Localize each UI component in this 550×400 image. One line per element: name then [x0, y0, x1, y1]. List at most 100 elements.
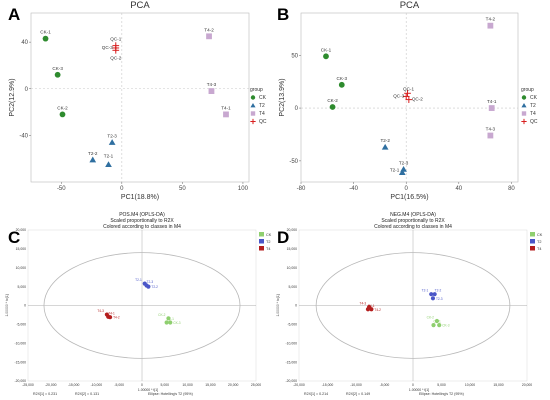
y-axis-label: PC2(12.9%)	[9, 78, 16, 116]
x-tick-label: 20,000	[522, 383, 532, 387]
point-t2	[432, 292, 437, 297]
point-t2	[429, 292, 434, 297]
point-label: T4-2	[374, 308, 381, 312]
x-tick-label: 0	[412, 383, 414, 387]
point-ck	[437, 323, 442, 328]
hotelling-ellipse	[315, 252, 511, 359]
y-tick-label: -10,000	[286, 341, 298, 345]
point-t4	[369, 307, 374, 312]
point-t2	[105, 161, 112, 167]
point-label: CK-3	[337, 76, 348, 81]
legend-entry: CK	[266, 233, 272, 237]
x-tick-label: 50	[179, 186, 186, 192]
footer-r2x2: R2X[2] = 0.149	[346, 392, 370, 396]
legend: CK T2 T4	[530, 232, 543, 251]
point-label: T2-1	[104, 154, 114, 159]
chart-title: NEG.M4 (OPLS-DA)	[390, 212, 436, 218]
legend-swatch	[259, 246, 264, 251]
y-tick-label: 20,000	[287, 228, 297, 232]
point-label: T2-2	[380, 138, 390, 143]
x-axis-label: 1.00000 * t[1]	[409, 388, 429, 392]
legend-entry: T2	[530, 103, 536, 109]
point-label: T4-3	[207, 82, 217, 87]
panel-letter: B	[277, 5, 289, 24]
y-tick-label: 0	[25, 87, 29, 93]
legend-swatch	[530, 239, 535, 244]
hotelling-ellipse	[43, 252, 241, 359]
point-label: CK-2	[327, 98, 338, 103]
point-qc	[405, 96, 413, 103]
point-ck	[434, 318, 440, 324]
point-t4	[208, 88, 215, 94]
footer-r2x1: R2X[1] = 0.231	[33, 392, 57, 396]
panel-b: B PCA -80 -40 0 40 80 -50 0 50 PC1(16.5%) PC2(13.9%…	[277, 0, 538, 201]
y-tick-label: 50	[291, 53, 298, 59]
point-label: CK-2	[427, 315, 434, 319]
point-label: T2-3	[147, 280, 154, 284]
point-label: T4-3	[486, 127, 496, 132]
point-ck	[250, 95, 256, 100]
point-label: T2-1	[390, 167, 400, 172]
x-axis-label: 1.00000 * t[1]	[138, 388, 158, 392]
chart-title: Scaled proportionally to R2X	[381, 218, 445, 224]
x-tick-label: 10,000	[182, 383, 192, 387]
footer-ellipse: Ellipse: Hotelling's T2 (95%)	[148, 392, 193, 396]
point-label: QC-3	[393, 93, 404, 98]
x-tick-label: -15,000	[68, 383, 80, 387]
legend-entry: T2	[537, 240, 541, 244]
x-tick-label: 0	[141, 383, 143, 387]
y-tick-label: 20,000	[16, 228, 26, 232]
point-ck	[59, 111, 66, 118]
x-tick-label: -10,000	[350, 383, 362, 387]
panel-letter: A	[8, 5, 20, 24]
footer-r2x1: R2X[1] = 0.214	[304, 392, 328, 396]
footer-r2x2: R2X[2] = 0.131	[75, 392, 99, 396]
point-label: T4-3	[97, 309, 104, 313]
point-label: T2-1	[135, 278, 142, 282]
chart-title: POS.M4 (OPLS-DA)	[119, 212, 165, 218]
point-t4	[223, 111, 229, 118]
point-t2	[398, 169, 406, 175]
point-label: T4-1	[368, 304, 375, 308]
x-tick-label: 80	[508, 186, 515, 192]
point-t4	[488, 105, 495, 111]
point-label: T2-3	[436, 297, 443, 301]
point-label: QC-1	[403, 86, 414, 91]
x-tick-label: -15,000	[322, 383, 334, 387]
x-tick-label: 5,000	[161, 383, 170, 387]
point-ck	[164, 320, 169, 325]
point-ck	[42, 35, 49, 42]
y-tick-label: -20,000	[286, 379, 298, 383]
x-tick-label: 15,000	[493, 383, 503, 387]
point-t4	[107, 315, 113, 320]
y-tick-label: 15,000	[287, 247, 297, 251]
chart-title: Colored according to classes in M4	[374, 224, 452, 230]
x-tick-label: -5,000	[114, 383, 124, 387]
x-tick-label: 20,000	[228, 383, 238, 387]
legend: group CK T2 T4 QC	[521, 87, 538, 125]
point-ck	[166, 316, 171, 321]
legend-entry: CK	[530, 95, 538, 101]
x-tick-label: -80	[297, 186, 306, 192]
x-tick-label: -20,000	[293, 383, 305, 387]
legend-entry: CK	[259, 95, 267, 101]
x-tick-label: 5,000	[437, 383, 446, 387]
point-t4	[206, 33, 212, 40]
point-label: CK-3	[52, 66, 63, 71]
point-label: CK-2	[57, 105, 68, 110]
point-ck	[521, 95, 527, 100]
point-ck	[168, 320, 173, 325]
point-qc	[521, 118, 527, 125]
point-qc	[112, 46, 120, 54]
x-tick-label: -5,000	[380, 383, 390, 387]
legend-entry: T4	[259, 111, 265, 117]
x-tick-label: 10,000	[465, 383, 475, 387]
point-label: CK-1	[434, 320, 441, 324]
legend-entry: T4	[537, 247, 541, 251]
point-label: CK-2	[158, 313, 165, 317]
y-tick-label: -15,000	[15, 360, 27, 364]
legend-entry: QC	[530, 119, 538, 125]
y-tick-label: 5,000	[18, 285, 27, 289]
chart-title: Colored according to classes in M4	[103, 224, 181, 230]
